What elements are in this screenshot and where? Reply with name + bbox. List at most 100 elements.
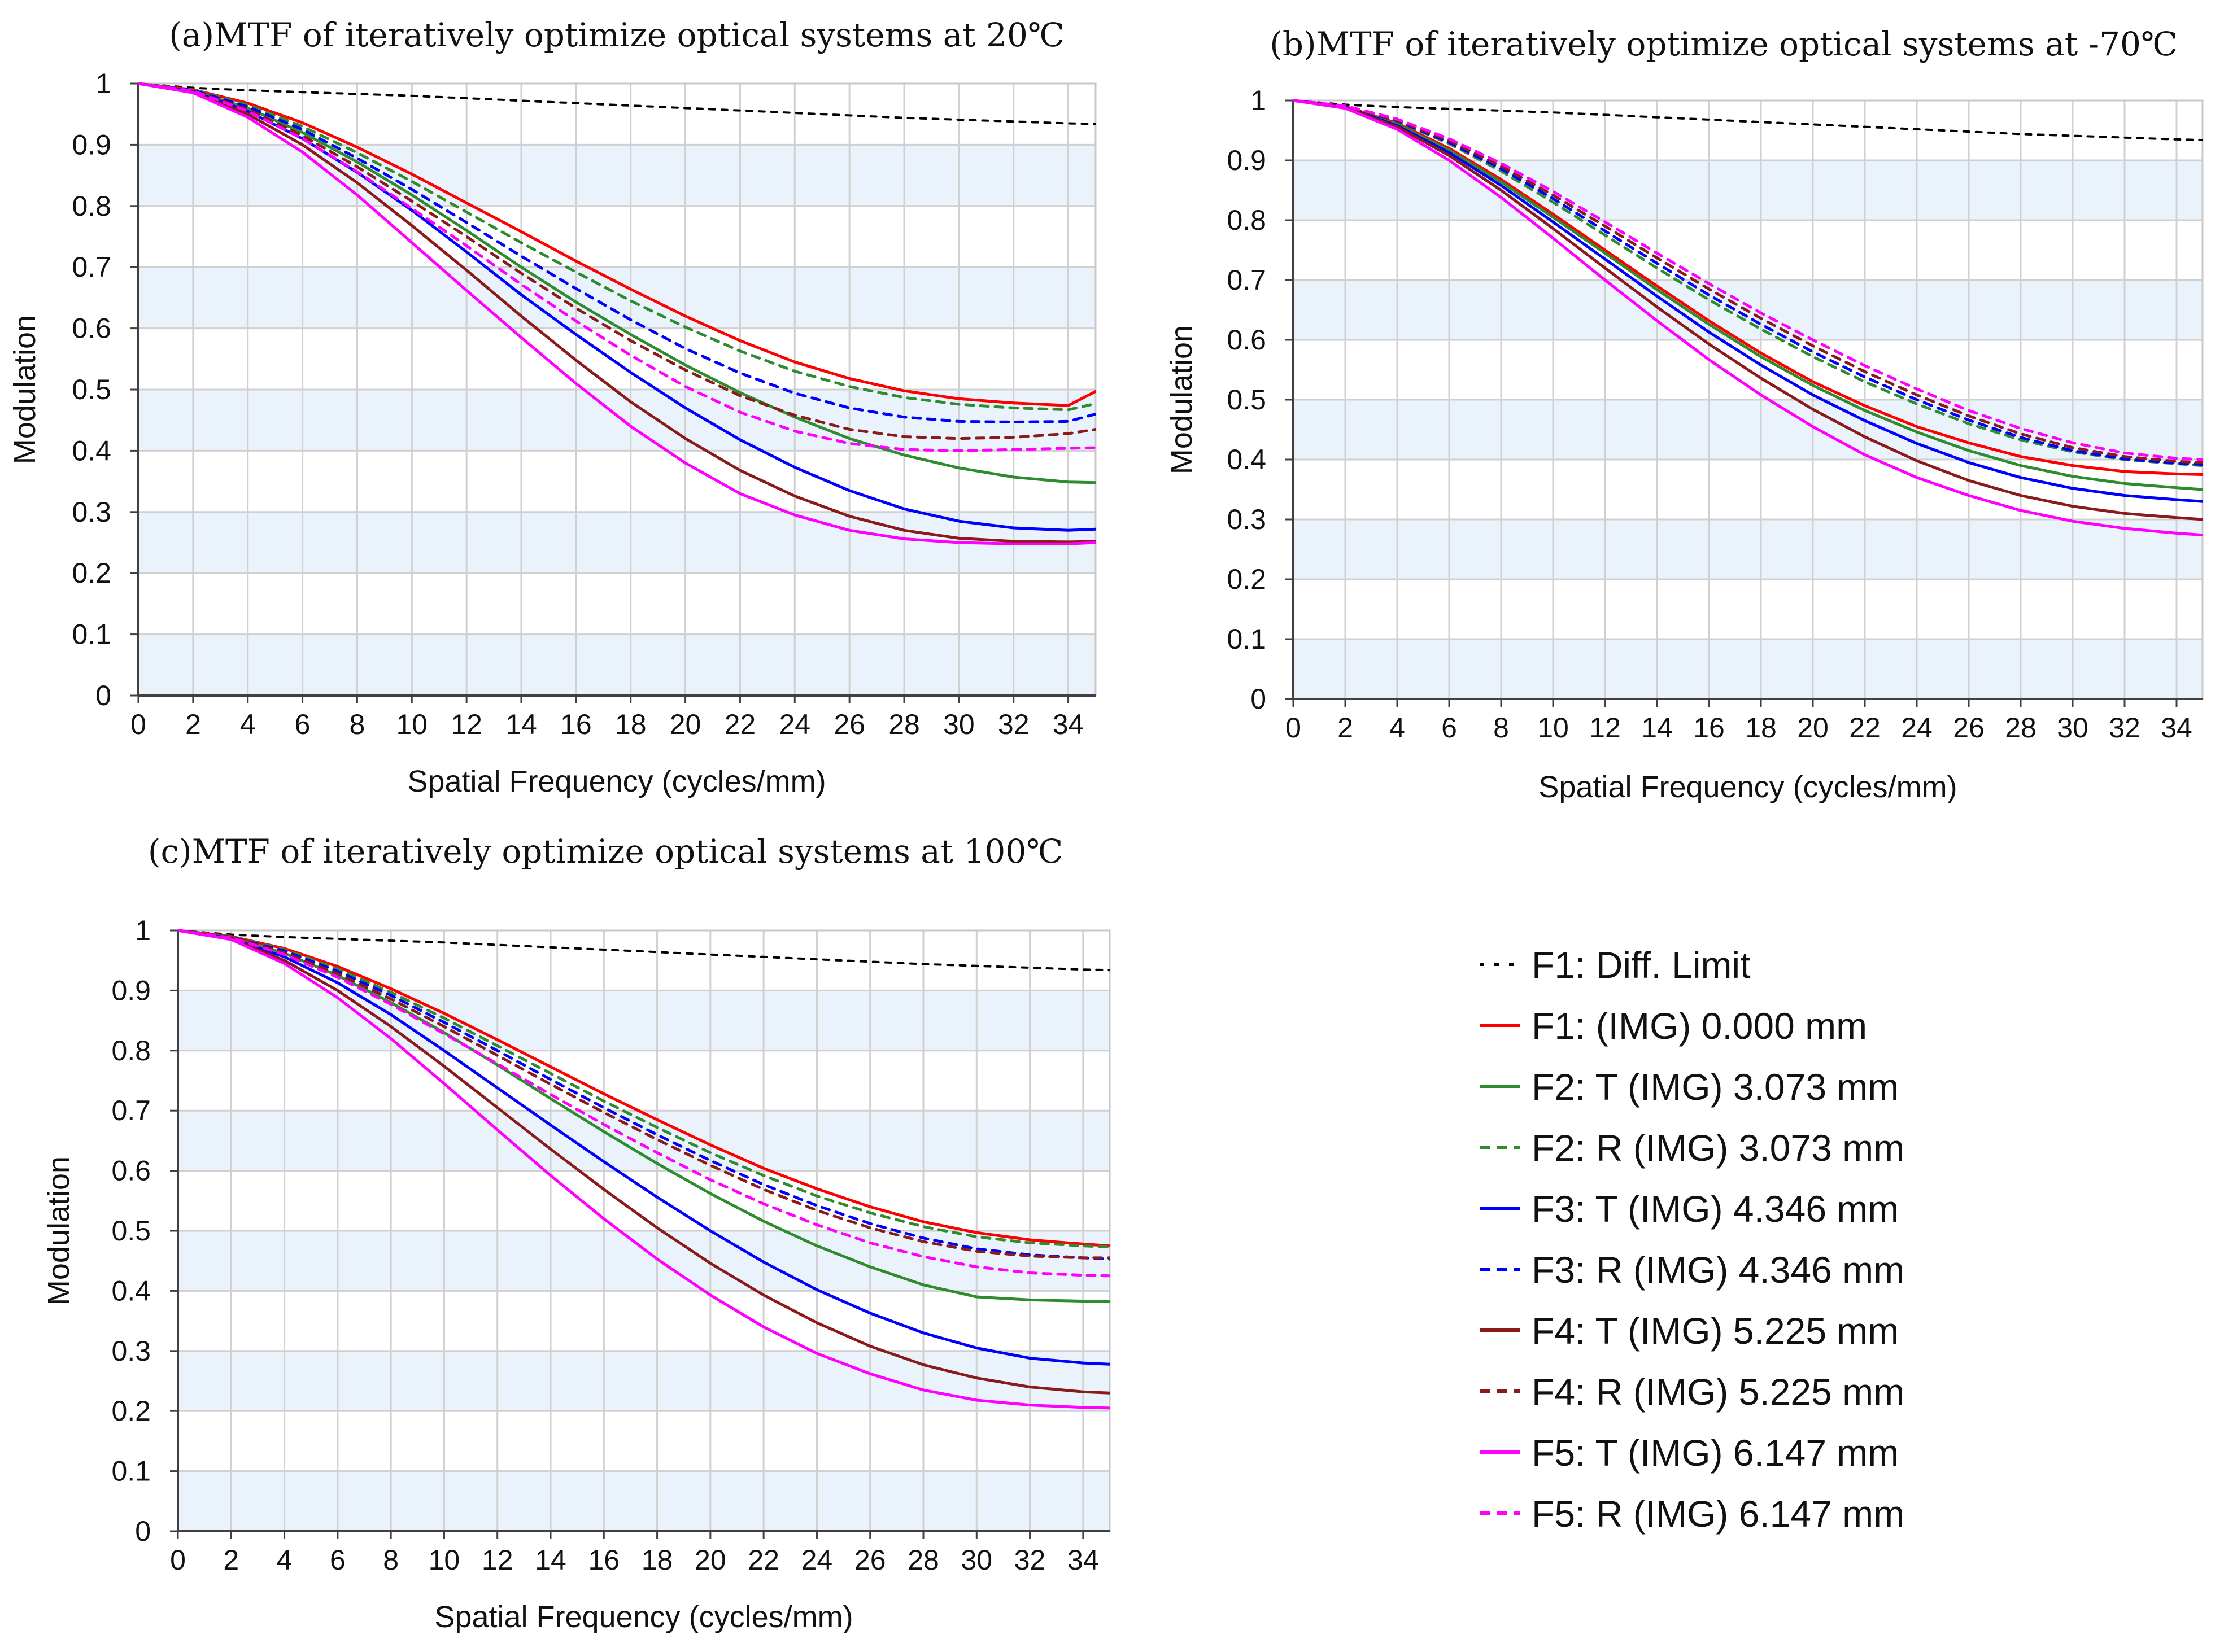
- y-tick-label: 0.3: [111, 1335, 151, 1367]
- chart-panel-3: 0 2 4 6 8 10 12 14 16 18 20 22 24 26 28 30 32 3400.10.20.…: [42, 832, 1111, 1634]
- y-tick-label: 0.7: [72, 251, 111, 283]
- x-tick-label: 30: [961, 1544, 992, 1576]
- x-tick-label: 0: [130, 709, 146, 740]
- legend-label: F4: R (IMG) 5.225 mm: [1532, 1371, 1904, 1413]
- x-tick-label: 10: [429, 1544, 460, 1576]
- x-tick-label: 22: [1849, 712, 1881, 744]
- y-tick-label: 0.3: [72, 496, 111, 528]
- legend-label: F5: T (IMG) 6.147 mm: [1532, 1432, 1899, 1474]
- x-axis-title: Spatial Frequency (cycles/mm): [434, 1600, 853, 1634]
- x-tick-label: 12: [482, 1544, 513, 1576]
- legend-label: F1: (IMG) 0.000 mm: [1532, 1005, 1867, 1047]
- y-tick-label: 0.9: [111, 974, 151, 1006]
- legend-item: F3: T (IMG) 4.346 mm: [1480, 1188, 1899, 1230]
- x-tick-label: 6: [1441, 712, 1457, 744]
- y-tick-label: 1: [1250, 85, 1266, 116]
- y-tick-label: 0.3: [1227, 504, 1266, 535]
- x-tick-label: 12: [451, 709, 482, 740]
- series-line-f1-diff-limit: [178, 929, 1110, 972]
- y-tick-label: 0.2: [72, 557, 111, 589]
- legend-item: F5: T (IMG) 6.147 mm: [1480, 1432, 1899, 1474]
- x-tick-label: 18: [642, 1544, 673, 1576]
- x-tick-label: 32: [998, 709, 1030, 740]
- series-line-f4-t-img-5-225-mm: [178, 929, 1110, 1395]
- legend-label: F2: R (IMG) 3.073 mm: [1532, 1127, 1904, 1169]
- legend-label: F3: T (IMG) 4.346 mm: [1532, 1188, 1899, 1230]
- y-axis-title: Modulation: [1165, 325, 1198, 474]
- x-tick-label: 16: [588, 1544, 620, 1576]
- y-tick-label: 0: [1250, 683, 1266, 715]
- x-tick-label: 32: [2109, 712, 2140, 744]
- x-tick-label: 28: [908, 1544, 939, 1576]
- grid-band: [178, 990, 1110, 1051]
- x-tick-label: 2: [1337, 712, 1353, 744]
- x-tick-label: 24: [1901, 712, 1933, 744]
- grid-band: [138, 267, 1096, 329]
- legend-item: F4: T (IMG) 5.225 mm: [1480, 1310, 1899, 1352]
- grid-band: [138, 145, 1096, 206]
- x-tick-label: 24: [779, 709, 810, 740]
- x-tick-label: 20: [695, 1544, 726, 1576]
- grid-band: [178, 1471, 1110, 1531]
- series-line-f3-r-img-4-346-mm: [1293, 99, 2203, 466]
- series-line-f2-r-img-3-073-mm: [138, 82, 1096, 412]
- series-line-f1-img-0-000-mm: [1293, 99, 2203, 476]
- legend-item: F3: R (IMG) 4.346 mm: [1480, 1249, 1904, 1291]
- series-line-f5-r-img-6-147-mm: [138, 82, 1096, 452]
- x-tick-label: 26: [1953, 712, 1985, 744]
- y-tick-label: 0.4: [1227, 444, 1266, 475]
- x-tick-label: 22: [725, 709, 756, 740]
- chart-panel-2: 0 2 4 6 8 10 12 14 16 18 20 22 24 26 28 30 32 3400.10.20.…: [1165, 25, 2204, 804]
- series-line-f4-r-img-5-225-mm: [1293, 99, 2203, 464]
- legend-item: F4: R (IMG) 5.225 mm: [1480, 1371, 1904, 1413]
- series-line-f4-r-img-5-225-mm: [178, 929, 1110, 1260]
- series-line-f4-t-img-5-225-mm: [1293, 99, 2203, 521]
- y-tick-label: 0.8: [72, 190, 111, 222]
- series-line-f5-r-img-6-147-mm: [178, 929, 1110, 1278]
- x-tick-label: 34: [2161, 712, 2192, 744]
- grid-band: [138, 512, 1096, 574]
- y-tick-label: 0.5: [72, 374, 111, 405]
- x-tick-label: 2: [223, 1544, 239, 1576]
- y-tick-label: 0.8: [111, 1035, 151, 1067]
- series-line-f1-img-0-000-mm: [178, 929, 1110, 1248]
- x-tick-label: 24: [801, 1544, 833, 1576]
- y-axis-title: Modulation: [8, 315, 42, 464]
- x-tick-label: 4: [240, 709, 256, 740]
- series-line-f5-t-img-6-147-mm: [178, 929, 1110, 1410]
- grid-band: [1293, 639, 2203, 699]
- series-line-f1-img-0-000-mm: [138, 82, 1096, 407]
- y-tick-label: 0.2: [111, 1395, 151, 1427]
- legend-label: F3: R (IMG) 4.346 mm: [1532, 1249, 1904, 1291]
- x-tick-label: 20: [670, 709, 701, 740]
- series-line-f5-t-img-6-147-mm: [138, 82, 1096, 545]
- grid-band: [178, 1231, 1110, 1291]
- x-tick-label: 18: [615, 709, 647, 740]
- y-tick-label: 0.8: [1227, 204, 1266, 236]
- x-tick-label: 10: [396, 709, 428, 740]
- x-tick-label: 14: [505, 709, 537, 740]
- y-tick-label: 0.4: [72, 435, 111, 466]
- y-tick-label: 0: [135, 1515, 151, 1547]
- legend-item: F2: R (IMG) 3.073 mm: [1480, 1127, 1904, 1169]
- x-tick-label: 16: [560, 709, 592, 740]
- x-tick-label: 6: [295, 709, 311, 740]
- legend-label: F5: R (IMG) 6.147 mm: [1532, 1493, 1904, 1535]
- series-line-f3-r-img-4-346-mm: [138, 82, 1096, 423]
- x-tick-label: 30: [943, 709, 975, 740]
- series-line-f3-t-img-4-346-mm: [1293, 99, 2203, 503]
- legend-label: F4: T (IMG) 5.225 mm: [1532, 1310, 1899, 1352]
- x-tick-label: 4: [1389, 712, 1405, 744]
- legend-label: F2: T (IMG) 3.073 mm: [1532, 1066, 1899, 1108]
- x-tick-label: 8: [350, 709, 365, 740]
- y-tick-label: 0.9: [72, 129, 111, 160]
- x-tick-label: 8: [1493, 712, 1509, 744]
- x-tick-label: 20: [1797, 712, 1829, 744]
- x-tick-label: 30: [2057, 712, 2088, 744]
- series-line-f2-t-img-3-073-mm: [178, 929, 1110, 1304]
- x-tick-label: 18: [1745, 712, 1777, 744]
- series-line-f2-t-img-3-073-mm: [138, 82, 1096, 484]
- y-tick-label: 0.1: [111, 1456, 151, 1487]
- y-tick-label: 0.5: [111, 1215, 151, 1247]
